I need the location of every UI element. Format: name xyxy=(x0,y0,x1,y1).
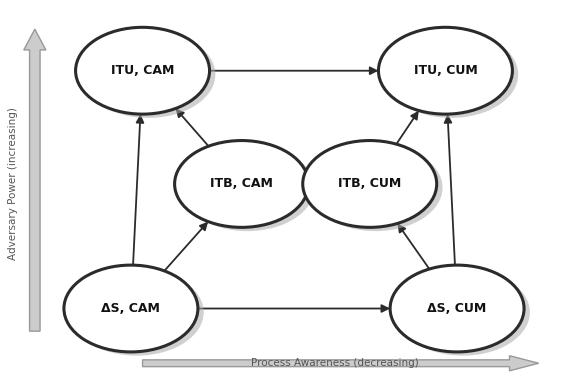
Text: ITU, CUM: ITU, CUM xyxy=(413,64,477,77)
Ellipse shape xyxy=(309,144,443,231)
Ellipse shape xyxy=(64,265,198,352)
Text: ΔS, CUM: ΔS, CUM xyxy=(427,302,487,315)
Text: ITU, CAM: ITU, CAM xyxy=(111,64,174,77)
Ellipse shape xyxy=(303,141,437,228)
Ellipse shape xyxy=(385,31,518,118)
Text: ITB, CUM: ITB, CUM xyxy=(338,177,402,190)
Ellipse shape xyxy=(396,269,530,356)
Ellipse shape xyxy=(175,141,309,228)
Text: ΔS, CAM: ΔS, CAM xyxy=(102,302,161,315)
Text: Process Awareness (decreasing): Process Awareness (decreasing) xyxy=(251,358,419,368)
FancyArrow shape xyxy=(142,356,539,371)
Ellipse shape xyxy=(70,269,203,356)
Ellipse shape xyxy=(390,265,524,352)
FancyArrow shape xyxy=(24,29,46,331)
Ellipse shape xyxy=(81,31,215,118)
Text: ITB, CAM: ITB, CAM xyxy=(210,177,273,190)
Ellipse shape xyxy=(379,27,512,114)
Ellipse shape xyxy=(181,144,315,231)
Text: Adversary Power (increasing): Adversary Power (increasing) xyxy=(8,108,18,260)
Ellipse shape xyxy=(76,27,209,114)
